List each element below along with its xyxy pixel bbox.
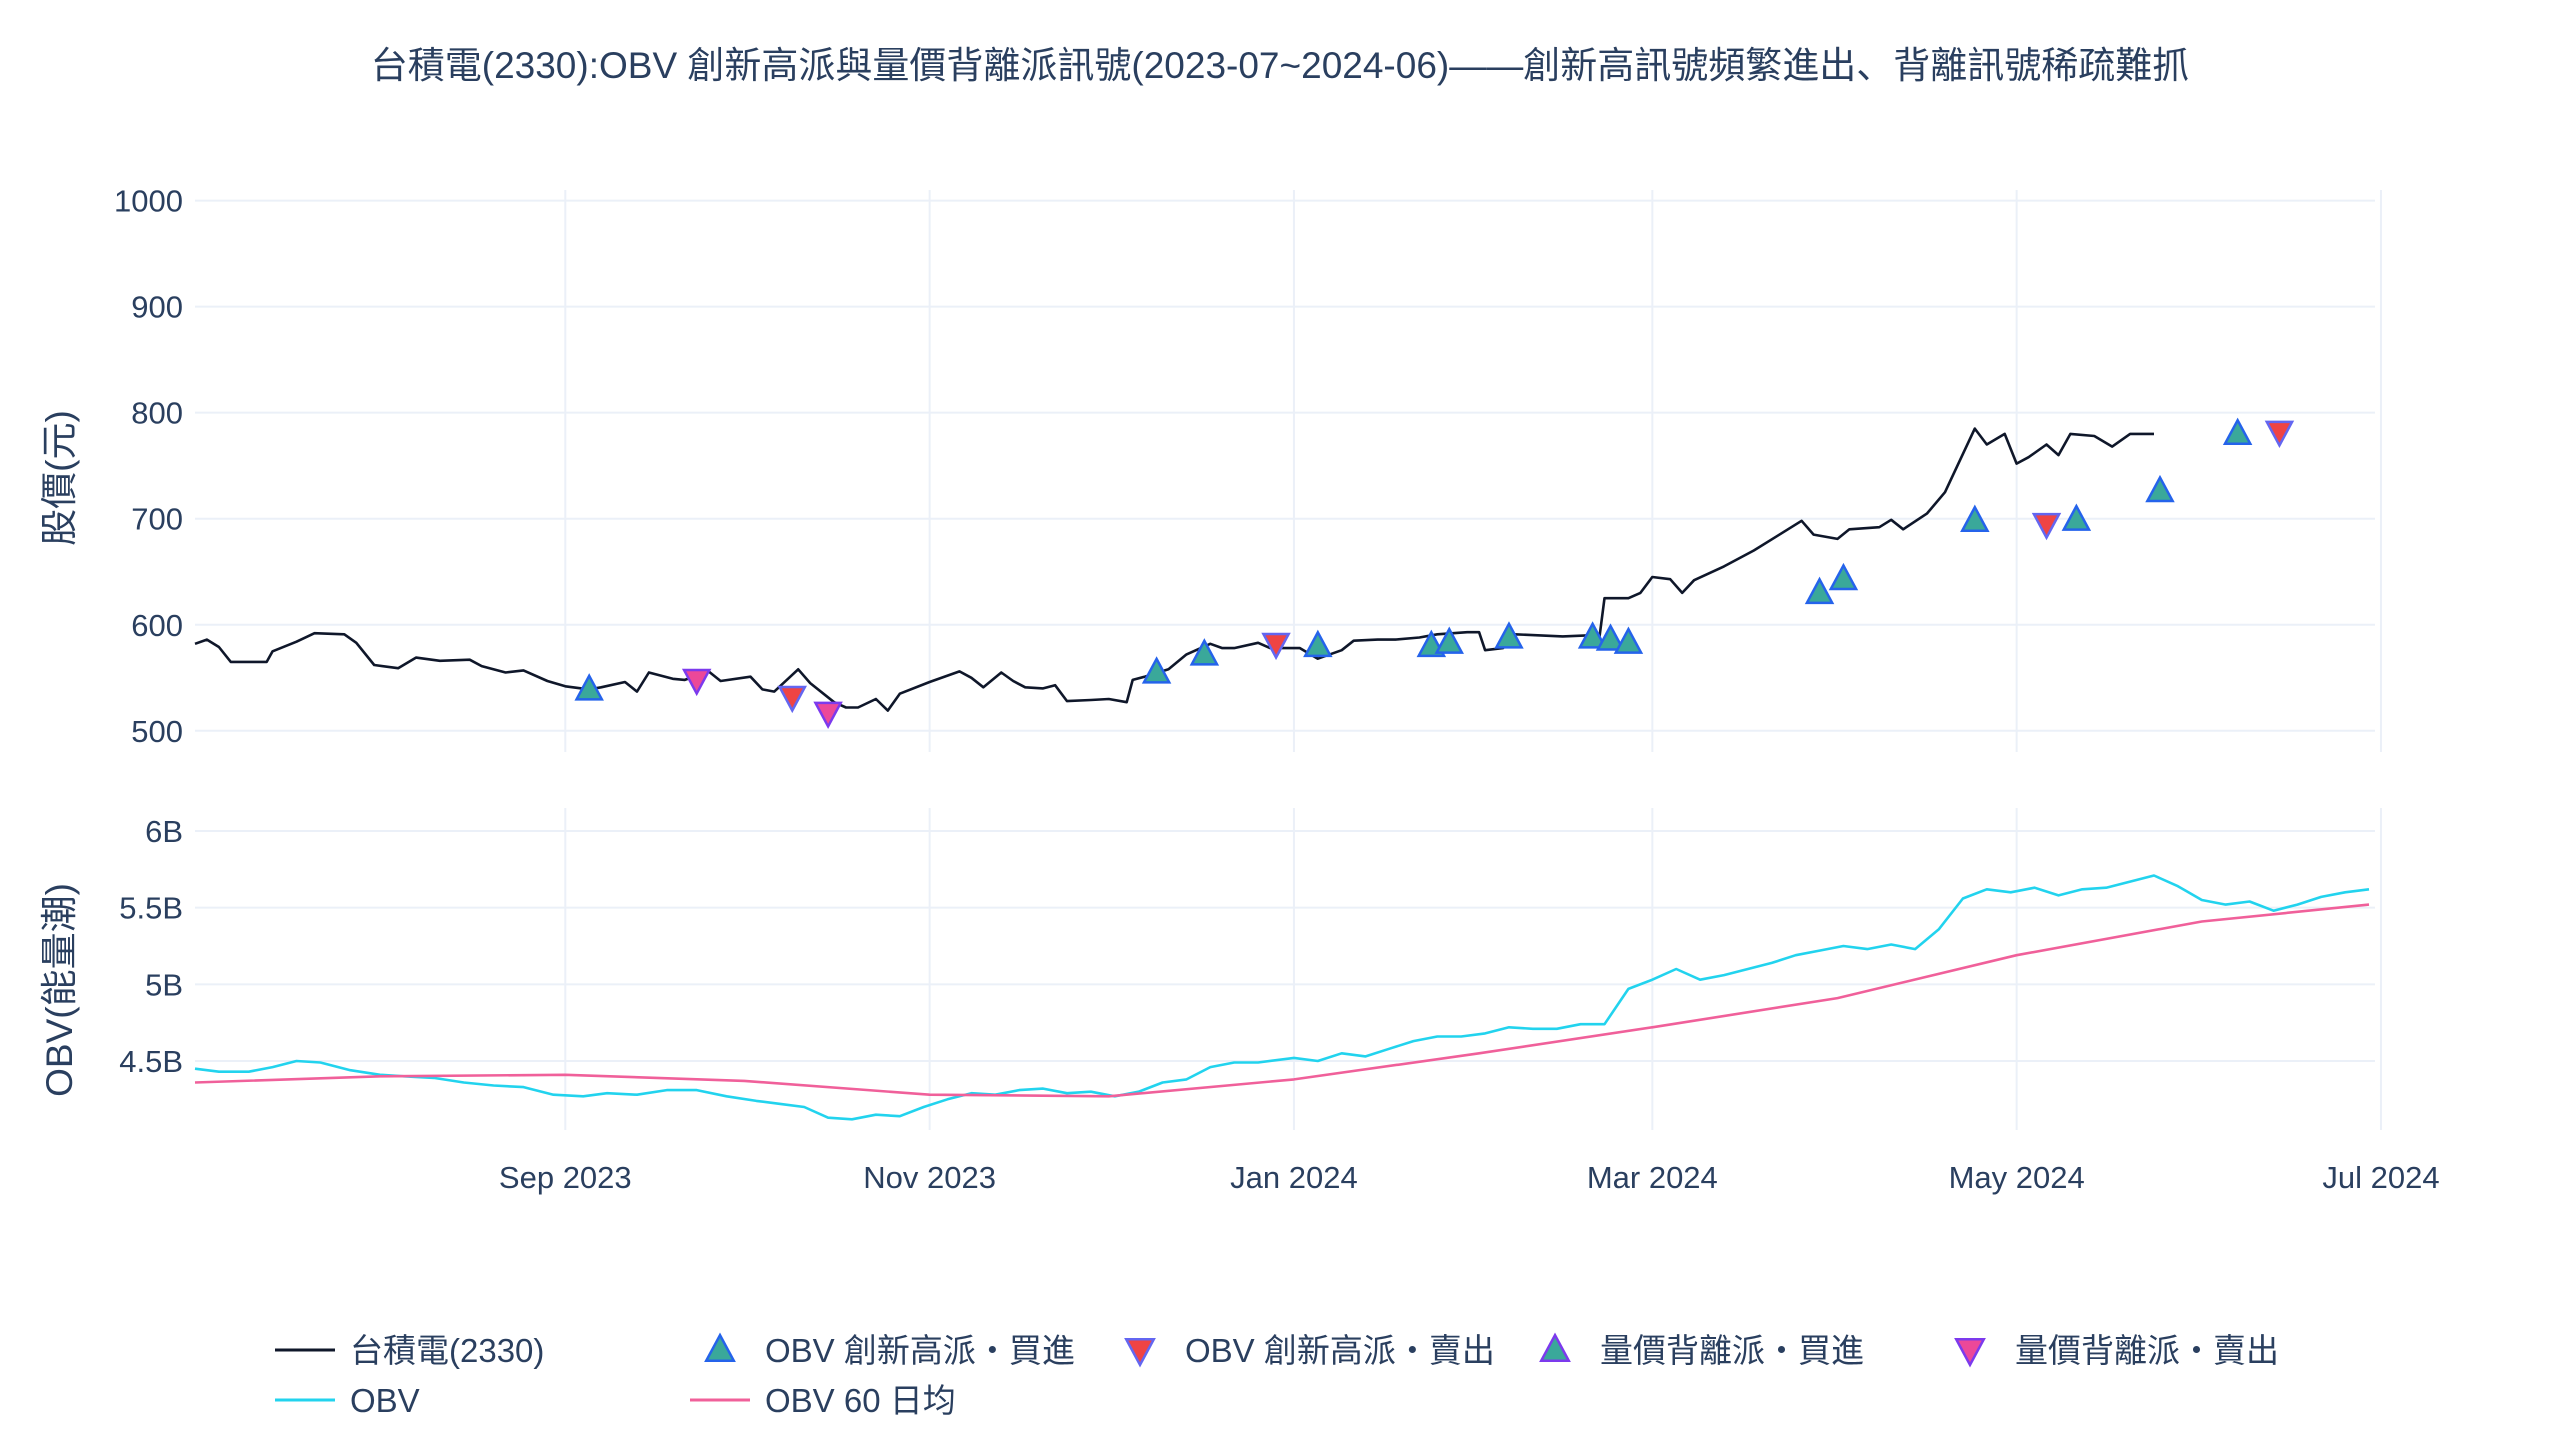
- grid-layer: [195, 190, 2382, 1130]
- legend-swatch-3: [1539, 1332, 1571, 1363]
- x-tick-label: Jan 2024: [1230, 1160, 1358, 1195]
- price-y-tick-label: 1000: [114, 184, 183, 219]
- obv-axis-title: OBV(能量潮): [39, 883, 80, 1097]
- legend-swatch-4: [1954, 1337, 1986, 1368]
- legend-swatch-1: [704, 1332, 736, 1363]
- price-y-tick-label: 700: [131, 502, 183, 537]
- legend-label-2: OBV 創新高派・賣出: [1185, 1332, 1495, 1369]
- marker-0-6: [1494, 621, 1524, 649]
- series-line-2: [194, 903, 2370, 1098]
- price-y-tick-label: 500: [131, 714, 183, 749]
- price-y-tick-label: 900: [131, 290, 183, 325]
- series-line-1: [194, 874, 2370, 1121]
- legend-swatch-2: [1124, 1337, 1156, 1368]
- legend-label-0: 台積電(2330): [350, 1332, 544, 1369]
- marker-0-1: [1141, 656, 1172, 684]
- x-tick-label: May 2024: [1949, 1160, 2085, 1195]
- legend-label-1: OBV 創新高派・買進: [765, 1332, 1075, 1369]
- price-y-tick-label: 600: [131, 608, 183, 643]
- marker-0-11: [1828, 562, 1859, 591]
- marker-1-0: [777, 685, 808, 714]
- obv-y-tick-label: 5B: [145, 967, 183, 1002]
- marker-0-12: [1960, 504, 1990, 532]
- price-y-tick-label: 800: [131, 396, 183, 431]
- marker-1-3: [2264, 420, 2295, 449]
- x-tick-label: Jul 2024: [2322, 1160, 2439, 1195]
- marker-0-0: [574, 673, 604, 701]
- marker-0-9: [1613, 626, 1644, 654]
- marker-0-5: [1434, 626, 1464, 654]
- price-axis-title: 股價(元): [39, 410, 80, 546]
- legend-label-4: 量價背離派・賣出: [2015, 1332, 2279, 1369]
- x-tick-label: Nov 2023: [863, 1160, 996, 1195]
- legend-label-5: OBV: [350, 1382, 420, 1419]
- x-ticks: Sep 2023 Nov 2023 Jan 2024 Mar 2024 May 2024…: [499, 1160, 2440, 1195]
- chart-title: 台積電(2330):OBV 創新高派與量價背離派訊號(2023-07~2024-…: [371, 45, 2189, 86]
- series-line-0: [194, 427, 2154, 712]
- legend-label-3: 量價背離派・買進: [1600, 1332, 1864, 1369]
- marker-3-1: [813, 701, 843, 730]
- obv-y-tick-label: 5.5B: [119, 891, 183, 926]
- marker-0-15: [2222, 417, 2253, 446]
- marker-1-2: [2031, 512, 2062, 541]
- obv-y-ticks: 4.5B 5B 5.5B 6B: [119, 814, 183, 1079]
- legend-label-6: OBV 60 日均: [765, 1382, 956, 1419]
- marker-0-14: [2145, 474, 2175, 503]
- obv-y-tick-label: 4.5B: [119, 1044, 183, 1079]
- x-tick-label: Sep 2023: [499, 1160, 632, 1195]
- marker-0-13: [2061, 503, 2092, 531]
- markers-layer: [574, 417, 2295, 730]
- legend: 台積電(2330) OBV 創新高派・買進 OBV 創新高派・賣出 量價背離派・買進 量…: [275, 1332, 2279, 1419]
- lines-layer: [194, 427, 2370, 1121]
- price-y-ticks: 500 600 700 800 900 1000: [114, 184, 183, 749]
- x-tick-label: Mar 2024: [1587, 1160, 1718, 1195]
- marker-0-7: [1577, 621, 1608, 649]
- marker-0-10: [1804, 576, 1835, 605]
- marker-1-1: [1261, 632, 1291, 661]
- marker-3-0: [681, 668, 712, 697]
- marker-0-3: [1303, 629, 1333, 658]
- marker-0-2: [1189, 638, 1220, 666]
- marker-0-8: [1595, 623, 1626, 651]
- obv-y-tick-label: 6B: [145, 814, 183, 849]
